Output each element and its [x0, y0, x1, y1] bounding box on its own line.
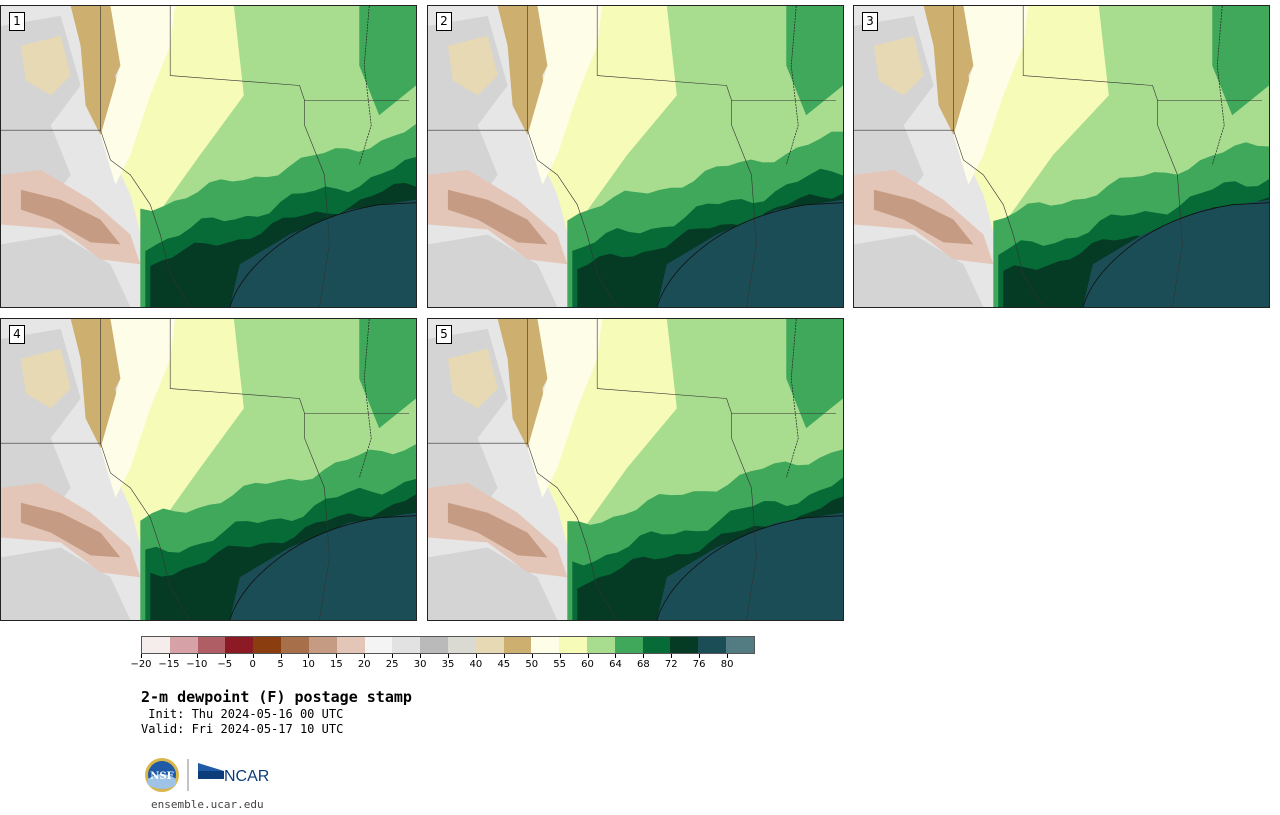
- colorbar-tick-label: 30: [413, 659, 427, 670]
- colorbar-tick-label: 25: [385, 659, 399, 670]
- colorbar-swatch: [364, 637, 393, 653]
- colorbar-tick: [475, 654, 477, 658]
- sponsor-logos: NSF NCAR: [144, 757, 274, 793]
- member-label-4: 4: [9, 325, 25, 344]
- stamp-panel-2: 2: [427, 5, 844, 308]
- svg-text:NCAR: NCAR: [224, 768, 269, 785]
- colorbar-swatch: [253, 637, 282, 653]
- colorbar-tick-label: −20: [130, 659, 152, 670]
- colorbar-tick: [503, 654, 505, 658]
- colorbar-tick-label: 60: [581, 659, 594, 670]
- colorbar-swatch: [197, 637, 226, 653]
- dewpoint-map-1: [1, 6, 416, 307]
- colorbar-tick: [448, 654, 449, 658]
- colorbar-tick-label: 50: [525, 659, 539, 670]
- colorbar-tick: [643, 654, 645, 658]
- colorbar-swatch: [447, 637, 476, 653]
- colorbar-tick-label: 10: [302, 659, 315, 670]
- member-label-3: 3: [862, 12, 878, 31]
- colorbar-swatch: [142, 637, 170, 653]
- nsf-logo-icon: NSF: [145, 758, 179, 792]
- colorbar-tick-label: 55: [553, 659, 566, 670]
- colorbar-swatch: [559, 637, 587, 653]
- colorbar-tick: [420, 654, 422, 658]
- colorbar-swatch: [281, 637, 309, 653]
- colorbar-tick: [699, 654, 701, 658]
- colorbar-swatch: [614, 637, 643, 653]
- colorbar-ticks: −20 −15 −10 −5 0 5 10 15 20 25 30 35 40 45 50 55 60 64 68 7…: [130, 654, 755, 674]
- stamp-panel-3: 3: [853, 5, 1270, 308]
- colorbar-swatch: [642, 637, 671, 653]
- init-time: Init: Thu 2024-05-16 00 UTC: [141, 707, 344, 721]
- footer-url: ensemble.ucar.edu: [151, 798, 264, 811]
- member-label-1: 1: [9, 12, 25, 31]
- stamp-panel-1: 1: [0, 5, 417, 308]
- colorbar-tick: [671, 654, 673, 658]
- dewpoint-colorbar: [141, 636, 755, 654]
- stamp-panel-5: 5: [427, 318, 844, 621]
- colorbar-swatch: [503, 637, 532, 653]
- colorbar-tick-label: 76: [692, 659, 706, 670]
- colorbar-tick: [224, 654, 226, 658]
- colorbar-tick: [364, 654, 366, 658]
- colorbar-swatch: [670, 637, 699, 653]
- colorbar-swatch: [475, 637, 504, 653]
- colorbar-tick-label: 45: [497, 659, 511, 670]
- colorbar-swatch: [698, 637, 727, 653]
- colorbar-tick: [336, 654, 338, 658]
- colorbar-tick-label: 64: [609, 659, 622, 670]
- colorbar-tick-label: 72: [664, 659, 678, 670]
- colorbar-tick-label: 40: [469, 659, 483, 670]
- colorbar-tick-label: 80: [720, 659, 734, 670]
- dewpoint-map-5: [428, 319, 843, 620]
- colorbar-tick: [559, 654, 561, 658]
- colorbar-tick: [392, 654, 394, 658]
- dewpoint-map-4: [1, 319, 416, 620]
- member-label-2: 2: [436, 12, 452, 31]
- dewpoint-map-2: [428, 6, 843, 307]
- colorbar-swatch: [308, 637, 337, 653]
- colorbar-tick: [727, 654, 729, 658]
- dewpoint-map-3: [854, 6, 1269, 307]
- colorbar-tick: [531, 654, 533, 658]
- colorbar-tick-label: 35: [441, 659, 455, 670]
- colorbar-tick: [280, 654, 282, 658]
- colorbar-swatch: [726, 637, 754, 653]
- colorbar-swatch: [336, 637, 365, 653]
- colorbar-tick-label: −5: [217, 659, 233, 670]
- colorbar-tick: [587, 654, 589, 658]
- colorbar-swatch: [587, 637, 615, 653]
- product-title: 2-m dewpoint (F) postage stamp: [141, 688, 412, 706]
- colorbar-tick-label: −10: [186, 659, 208, 670]
- member-label-5: 5: [436, 325, 452, 344]
- colorbar-swatch: [169, 637, 198, 653]
- colorbar-swatch: [420, 637, 448, 653]
- colorbar-tick-label: −15: [158, 659, 180, 670]
- svg-text:NSF: NSF: [150, 771, 173, 782]
- stamp-panel-4: 4: [0, 318, 417, 621]
- colorbar-tick-label: 15: [329, 659, 343, 670]
- colorbar-tick: [196, 654, 198, 658]
- colorbar-tick: [615, 654, 617, 658]
- colorbar-tick: [252, 654, 254, 658]
- colorbar-tick-label: 0: [249, 659, 256, 670]
- colorbar-swatch: [531, 637, 560, 653]
- colorbar-tick-label: 5: [277, 659, 284, 670]
- colorbar-tick: [308, 654, 310, 658]
- colorbar-tick: [141, 654, 142, 658]
- colorbar-tick-label: 20: [357, 659, 371, 670]
- colorbar-tick: [168, 654, 170, 658]
- colorbar-swatch: [392, 637, 421, 653]
- colorbar-swatch: [225, 637, 254, 653]
- colorbar-tick-label: 68: [636, 659, 650, 670]
- valid-time: Valid: Fri 2024-05-17 10 UTC: [141, 722, 344, 736]
- ncar-logo-icon: NCAR: [198, 763, 269, 785]
